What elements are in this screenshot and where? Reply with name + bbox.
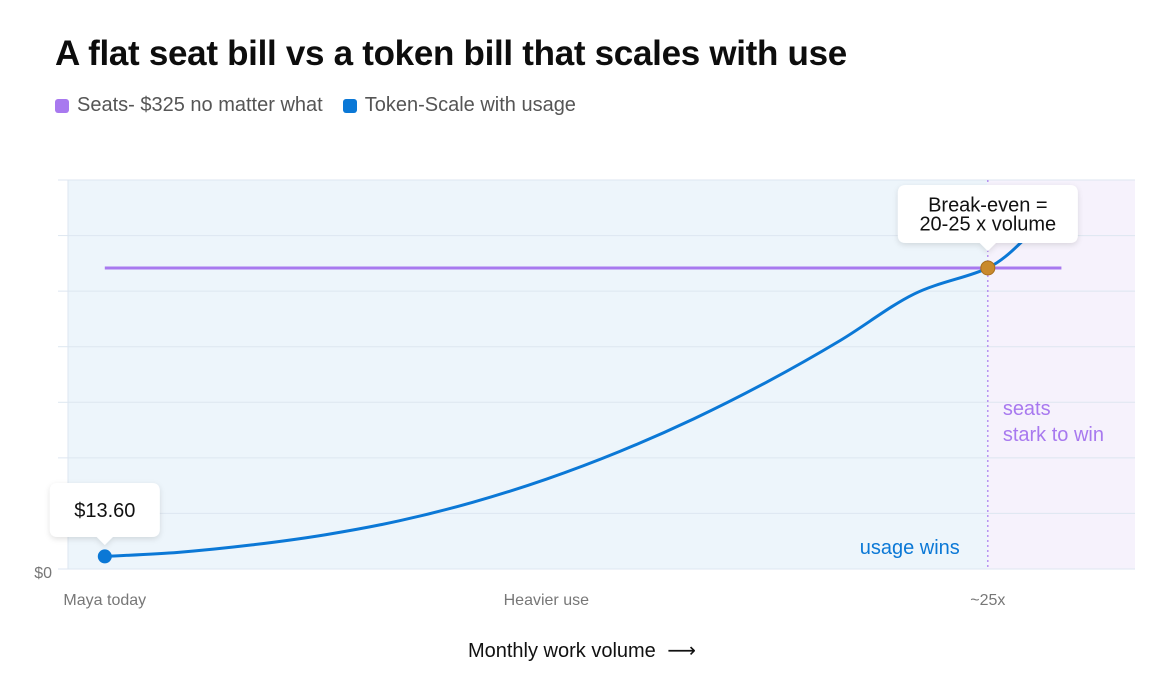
x-axis-label: Monthly work volume ⟶ [0,638,1164,663]
x-tick-label: Maya today [63,592,146,609]
breakeven-callout-box [897,185,1078,251]
legend-item-token: Token-Scale with usage [342,94,576,117]
x-axis-arrow-icon: ⟶ [667,640,697,662]
start-value-callout: $13.60 [49,483,160,545]
usage-wins-region [68,180,988,569]
token-start-point [97,549,112,564]
chart-title: A flat seat bill vs a token bill that sc… [55,34,847,73]
start-value-callout-text: $13.60 [74,500,135,522]
legend-label-seats: Seats- $325 no matter what [77,94,323,116]
y-tick-label: $0 [34,565,52,582]
breakeven-callout: Break-even =20-25 x volume [897,185,1078,251]
legend-item-seats: Seats- $325 no matter what [55,94,323,117]
seats-region-label-line2: stark to win [1003,424,1104,446]
seats-region-label-line1: seats [1003,398,1051,420]
series-token-line [104,238,1026,558]
x-axis-label-text: Monthly work volume [467,640,656,662]
start-value-callout-box [49,483,160,545]
breakeven-point [980,260,996,276]
legend-label-token: Token-Scale with usage [364,94,576,116]
legend-swatch-token [342,98,357,113]
x-tick-label: ~25x [970,592,1005,609]
x-tick-label: Heavier use [504,592,589,609]
breakeven-callout-text: 20-25 x volume [919,214,1056,236]
legend: Seats- $325 no matter what Token-Scale w… [55,94,576,117]
legend-swatch-seats [55,98,69,113]
seats-region [987,180,1135,569]
breakeven-callout-text: Break-even = [928,194,1048,216]
usage-wins-label: usage wins [860,537,960,559]
